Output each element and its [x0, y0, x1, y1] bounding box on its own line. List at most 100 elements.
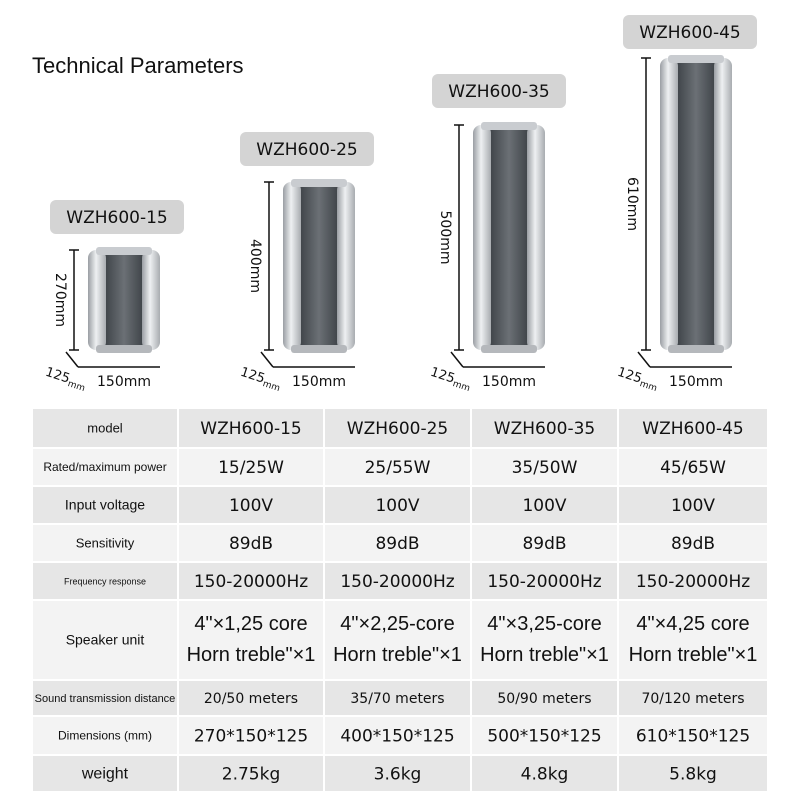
depth-label: 125mm	[428, 364, 474, 393]
table-cell	[179, 525, 323, 561]
cell-text: 89dB	[229, 534, 273, 554]
row-header: Sensitivity	[76, 535, 135, 550]
row-header: Dimensions (mm)	[58, 729, 152, 743]
table-cell	[179, 717, 323, 754]
cell-text: 70/120 meters	[641, 691, 744, 707]
speaker-side	[142, 250, 160, 350]
cell-text: 400*150*125	[340, 727, 454, 747]
speaker-grill	[489, 129, 529, 346]
table-cell	[619, 717, 767, 754]
cell-text: 150-20000Hz	[194, 572, 308, 592]
table-cell	[179, 756, 323, 791]
cell-text: 4"×3,25-core	[487, 613, 601, 635]
speaker	[660, 55, 732, 353]
speaker-side	[283, 182, 301, 350]
model-badge	[50, 200, 184, 234]
cell-text: 100V	[375, 496, 419, 516]
cell-text: Horn treble"×1	[480, 644, 609, 666]
table-cell	[619, 563, 767, 599]
cell-text: 270*150*125	[194, 727, 308, 747]
cell-text: 100V	[229, 496, 273, 516]
cell-text: 150-20000Hz	[340, 572, 454, 592]
table-cell	[33, 449, 177, 485]
table-cell	[179, 563, 323, 599]
speaker-side	[337, 182, 355, 350]
width-label: 150mm	[669, 374, 723, 390]
table-cell	[33, 563, 177, 599]
table-cell	[33, 409, 177, 447]
depth-value: 125	[44, 364, 72, 386]
table-cell	[472, 563, 617, 599]
model-label: WZH600-45	[639, 23, 740, 43]
table-cell	[33, 681, 177, 715]
table-cell	[325, 601, 470, 679]
depth-label: 125mm	[238, 364, 284, 393]
cell-text: WZH600-35	[494, 419, 595, 439]
table-cell	[619, 681, 767, 715]
table-cell	[619, 487, 767, 523]
dimension-line	[450, 351, 464, 368]
table-cell	[33, 717, 177, 754]
speaker-grill	[104, 254, 144, 346]
cell-text: 100V	[522, 496, 566, 516]
speaker-side	[473, 125, 491, 350]
cell-text: WZH600-45	[642, 419, 743, 439]
speaker-cap	[291, 179, 347, 187]
title: Technical Parameters	[32, 53, 244, 78]
row-header: Frequency response	[64, 576, 146, 586]
table-cell	[472, 756, 617, 791]
height-label: 400mm	[247, 239, 263, 293]
speaker-side	[714, 58, 732, 350]
table-cell	[325, 449, 470, 485]
table-cell	[179, 409, 323, 447]
table-cell	[325, 525, 470, 561]
speaker-cap	[291, 345, 347, 353]
cell-text: Horn treble"×1	[187, 644, 316, 666]
speaker-side	[660, 58, 678, 350]
table-cell	[179, 487, 323, 523]
cell-text: 35/70 meters	[350, 691, 444, 707]
depth-unit: mm	[639, 379, 659, 394]
cell-text: WZH600-15	[200, 419, 301, 439]
speaker-cap	[96, 345, 152, 353]
width-label: 150mm	[292, 374, 346, 390]
table-cell	[472, 681, 617, 715]
speaker-grill	[299, 186, 339, 346]
table-cell	[619, 449, 767, 485]
table-cell	[179, 449, 323, 485]
table-cell	[33, 487, 177, 523]
cell-text: 3.6kg	[374, 765, 422, 785]
table-cell	[33, 601, 177, 679]
cell-text: 20/50 meters	[204, 691, 298, 707]
table-cell	[472, 525, 617, 561]
cell-text: 610*150*125	[636, 727, 750, 747]
cell-text: 89dB	[671, 534, 715, 554]
row-header: model	[87, 420, 123, 435]
width-label: 150mm	[97, 374, 151, 390]
table-cell	[619, 409, 767, 447]
row-header: weight	[81, 766, 129, 783]
table-cell	[619, 756, 767, 791]
dimension-line	[65, 351, 79, 368]
table-cell	[325, 409, 470, 447]
row-header: Rated/maximum power	[43, 460, 166, 474]
cell-text: Horn treble"×1	[629, 644, 758, 666]
table-cell	[325, 681, 470, 715]
speaker	[283, 179, 355, 353]
height-label: 500mm	[437, 211, 453, 265]
cell-text: 4"×1,25 core	[194, 613, 307, 635]
cell-text: 15/25W	[218, 458, 284, 478]
dimension-line	[260, 351, 274, 368]
depth-value: 125	[429, 364, 457, 386]
speaker-side	[88, 250, 106, 350]
cell-text: 25/55W	[365, 458, 431, 478]
model-badge	[240, 132, 374, 166]
speaker-cap	[481, 122, 537, 130]
width-label: 150mm	[482, 374, 536, 390]
cell-text: 50/90 meters	[497, 691, 591, 707]
depth-value: 125	[616, 364, 644, 386]
height-label: 270mm	[52, 273, 68, 327]
dimension-line	[637, 351, 651, 368]
model-badge	[623, 15, 757, 49]
